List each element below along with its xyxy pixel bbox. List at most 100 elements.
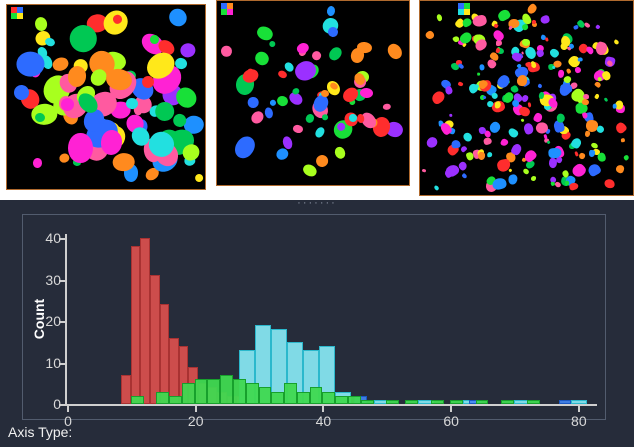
y-tick-label: 30 xyxy=(45,271,61,288)
cell-blob xyxy=(492,177,508,192)
x-tick-mark xyxy=(577,406,580,412)
histogram-bar-red xyxy=(169,337,179,404)
cell-blob xyxy=(593,92,601,100)
cell-blob xyxy=(268,98,277,108)
cell-blob xyxy=(491,92,499,100)
histogram-bar-green xyxy=(430,399,444,404)
segmentation-image-2[interactable] xyxy=(216,0,410,186)
cell-blob xyxy=(521,38,530,46)
y-tick-label: 20 xyxy=(45,313,61,330)
histogram-bar-green xyxy=(130,395,144,404)
y-tick-mark xyxy=(59,279,65,282)
y-tick-label: 40 xyxy=(45,230,61,247)
layer-colors-icon xyxy=(458,3,470,15)
cell-blob xyxy=(433,184,440,192)
segmentation-image-3[interactable] xyxy=(419,0,634,196)
layer-color-swatch xyxy=(221,9,227,15)
cell-blob xyxy=(16,51,45,78)
y-tick-label: 10 xyxy=(45,354,61,371)
cell-blob xyxy=(546,140,552,145)
x-axis-line xyxy=(65,404,597,406)
cell-blob xyxy=(247,96,260,108)
histogram-bar-green xyxy=(405,399,419,404)
segmentation-image-1[interactable] xyxy=(6,4,206,190)
cell-blob xyxy=(320,89,330,98)
histogram-panel: ······· Count 0 10 20 30 40 0 20 40 60 80 Axis Ty… xyxy=(0,197,634,447)
y-tick-mark xyxy=(59,238,65,241)
cell-blob xyxy=(300,162,319,179)
x-tick-label: 60 xyxy=(443,413,459,429)
histogram-bar-red xyxy=(159,304,170,404)
cell-blob xyxy=(310,49,324,62)
cell-blob xyxy=(477,72,480,77)
cell-blob xyxy=(193,172,205,184)
cell-blob xyxy=(482,136,493,146)
cell-blob xyxy=(255,23,276,43)
histogram-bar-green xyxy=(169,395,182,404)
cell-blob xyxy=(451,139,462,149)
cell-blob xyxy=(67,132,93,164)
cell-blob xyxy=(424,29,436,41)
cell-blob xyxy=(313,152,331,170)
cell-blob xyxy=(568,182,580,192)
cell-blob xyxy=(593,80,602,88)
cell-blob xyxy=(577,56,583,62)
y-tick-mark xyxy=(59,321,65,324)
cell-blob xyxy=(477,151,487,162)
cell-blob xyxy=(574,66,582,74)
layer-color-swatch xyxy=(458,9,464,15)
cell-blob xyxy=(313,125,327,139)
cell-blob xyxy=(555,113,566,124)
cell-blob xyxy=(581,98,590,106)
x-tick-label: 40 xyxy=(315,413,332,429)
cell-blob xyxy=(252,48,272,68)
cell-blob xyxy=(596,124,606,134)
histogram-bar-green xyxy=(258,387,272,404)
cell-blob xyxy=(430,89,448,106)
cell-blob xyxy=(595,23,601,29)
histogram-bar-red xyxy=(140,238,150,404)
x-tick-label: 20 xyxy=(187,413,204,429)
axis-type-label: Axis Type: xyxy=(8,424,73,440)
cell-blob xyxy=(566,46,572,52)
cell-blob xyxy=(385,40,406,62)
y-tick-mark xyxy=(59,404,65,406)
y-tick-mark xyxy=(59,362,65,365)
cell-blob xyxy=(520,118,525,123)
cell-blob xyxy=(527,101,532,108)
x-tick-mark xyxy=(194,406,197,412)
cell-blob xyxy=(530,175,537,181)
x-tick-label: 80 xyxy=(571,413,587,429)
histogram-bar-green xyxy=(450,399,463,404)
cell-blob xyxy=(461,131,475,144)
histogram-bar-green xyxy=(220,374,234,404)
histogram-bar-green xyxy=(475,399,489,404)
cell-blob xyxy=(165,5,191,30)
cell-blob xyxy=(539,14,551,25)
cell-blob xyxy=(583,21,591,29)
histogram-bar-red xyxy=(121,374,131,404)
cell-blob xyxy=(50,55,71,74)
cell-blob xyxy=(493,23,500,29)
layer-color-swatch xyxy=(464,9,470,15)
drag-handle-icon[interactable]: ······· xyxy=(297,197,337,209)
cell-blob xyxy=(604,97,609,102)
histogram-bar-cyan xyxy=(571,399,588,404)
cell-blob xyxy=(478,63,485,71)
count-histogram-chart[interactable]: Count 0 10 20 30 40 0 20 40 60 80 xyxy=(22,214,606,429)
x-tick-label: 0 xyxy=(64,413,72,429)
histogram-bar-green xyxy=(245,383,259,404)
cell-blob xyxy=(327,26,339,38)
cell-blob xyxy=(548,47,561,59)
cell-blob xyxy=(613,39,619,45)
cell-blob xyxy=(522,122,535,136)
histogram-bar-green xyxy=(156,391,170,404)
layer-color-swatch xyxy=(458,3,464,9)
histogram-bar-green xyxy=(181,383,195,404)
cell-blob xyxy=(622,153,630,161)
cell-blob xyxy=(486,151,493,158)
cell-blob xyxy=(506,127,521,140)
histogram-bar-green xyxy=(271,391,285,404)
cell-blob xyxy=(565,67,572,75)
cell-blob xyxy=(564,179,569,185)
